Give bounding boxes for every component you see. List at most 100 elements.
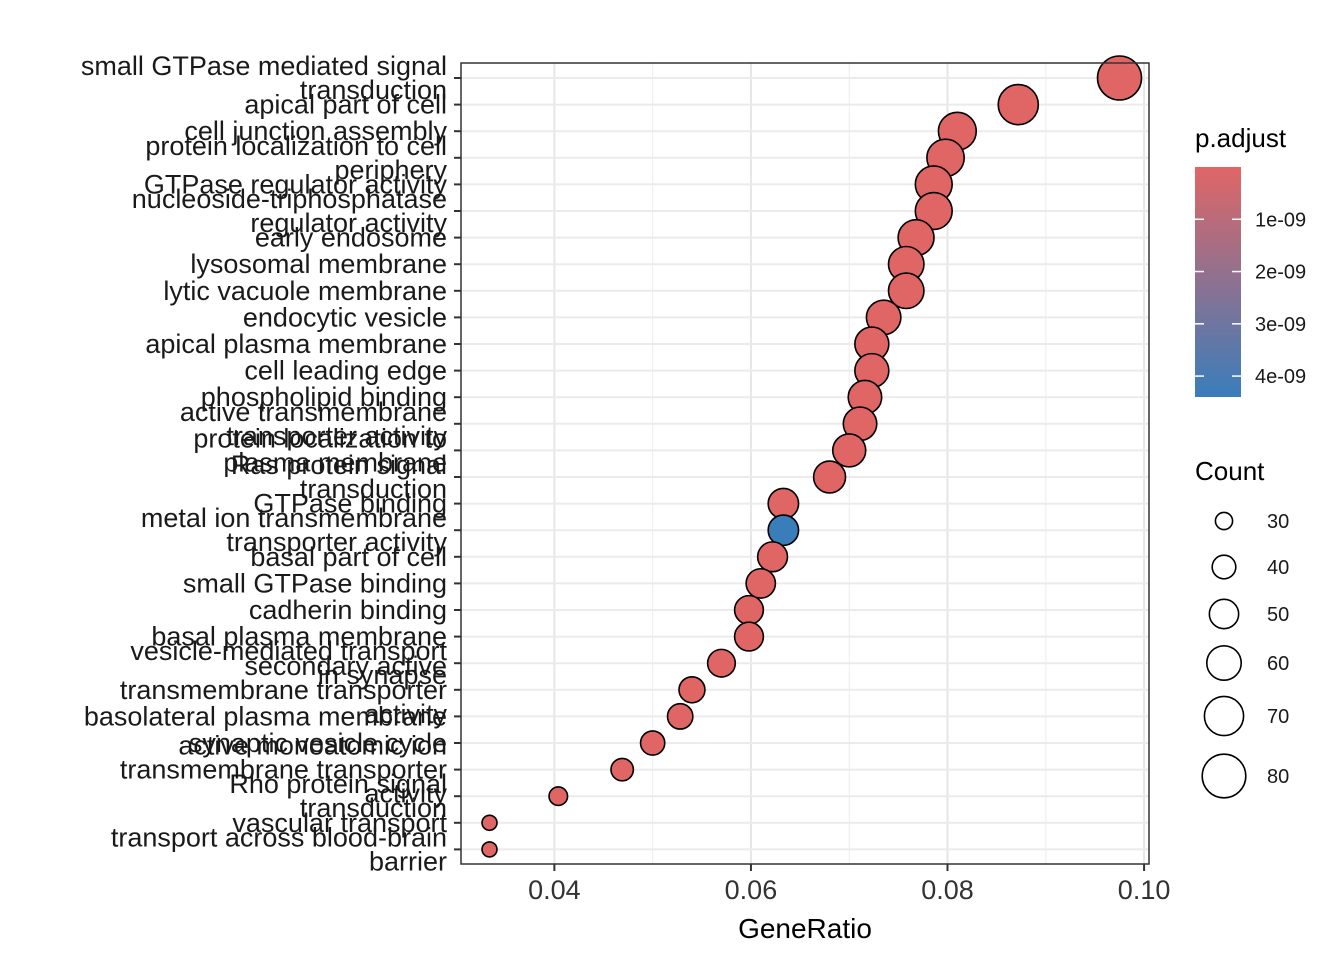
category-label-line: barrier [369,846,447,876]
size-legend-circle [1208,598,1240,630]
size-legend-label: 80 [1267,766,1289,788]
category-label: secondary active transmembrane transporte… [120,651,448,729]
category-label-line: Ras protein signal [231,450,447,480]
category-label-line: active transmembrane [180,397,447,427]
category-label: small GTPase mediated signal transduction [81,51,447,105]
category-label: basal plasma membrane [151,622,447,652]
data-point [767,514,800,547]
data-point [733,594,765,626]
category-label-line: active monoatomic ion [178,731,447,761]
y-axis: small GTPase mediated signal transduction… [81,51,461,876]
category-label-line: transport across blood-brain [111,822,447,852]
size-legend-circle [1203,695,1245,737]
category-label-line: apical part of cell [244,90,447,120]
category-label: lysosomal membrane [190,249,447,279]
size-legend-title: Count [1195,456,1265,486]
category-label-line: transduction [300,474,447,504]
category-label-line: regulator activity [250,208,447,238]
data-point [812,460,847,494]
data-point [914,191,953,231]
x-tick-label: 0.06 [725,875,778,905]
size-legend-label: 40 [1267,557,1289,579]
category-label: phospholipid binding [201,382,447,412]
category-label-line: protein localization to [193,423,447,453]
data-point [831,433,867,468]
data-point [548,786,569,807]
size-legend-circle [1201,753,1247,799]
category-label-line: Rho protein signal [229,769,447,799]
color-legend: p.adjust 1e-09 2e-09 3e-09 4e-09 [1195,123,1306,397]
data-point [481,814,498,832]
category-label-line: GTPase binding [253,489,447,519]
data-point [481,841,498,858]
category-label: vascular transport [232,808,447,838]
size-legend-label: 30 [1267,511,1289,533]
category-label-line: vascular transport [232,808,447,838]
category-label-line: metal ion transmembrane [141,503,447,533]
category-label-line: early endosome [255,223,447,253]
category-label-line: in synapse [318,660,447,690]
category-label: early endosome [255,223,447,253]
category-label: GTPase binding [253,489,447,519]
data-point [678,676,706,704]
x-axis-title: GeneRatio [738,913,872,944]
category-label-line: plasma membrane [223,447,447,477]
category-label: GTPase regulator activity [144,169,448,199]
category-label-line: transmembrane transporter [120,675,447,705]
category-label: apical plasma membrane [145,329,447,359]
data-point [997,83,1040,126]
size-legend-label: 50 [1267,604,1289,626]
data-point [1096,55,1143,101]
category-label-line: activity [364,699,447,729]
color-tick-label: 2e-09 [1255,262,1306,284]
size-legend-label: 60 [1267,653,1289,675]
category-label: apical part of cell [244,90,447,120]
panel-background [461,63,1149,864]
data-point [706,648,737,678]
category-label-line: small GTPase mediated signal [81,51,447,81]
category-label-line: periphery [334,155,447,185]
category-label-line: transduction [300,75,447,105]
category-label: metal ion transmembrane transporter activ… [141,503,448,557]
color-legend-title: p.adjust [1195,123,1287,153]
category-label: endocytic vesicle [243,302,447,332]
category-label: basal part of cell [250,542,447,572]
category-label: lytic vacuole membrane [163,276,447,306]
plot-panel [461,63,1149,864]
category-label-line: cell leading edge [244,356,447,386]
size-legend: Count 30 40 50 60 70 80 [1195,456,1289,799]
category-label-line: transmembrane transporter [120,755,447,785]
category-label: active monoatomic ion transmembrane trans… [120,731,448,809]
category-label-line: small GTPase binding [183,568,447,598]
category-label-line: transduction [300,793,447,823]
category-label-line: vesicle-mediated transport [130,636,447,666]
panel-frame [460,62,1150,865]
category-label-line: apical plasma membrane [145,329,447,359]
category-label: Rho protein signal transduction [229,769,447,823]
data-point [745,567,777,599]
size-legend-label: 70 [1267,706,1289,728]
category-label-line: phospholipid binding [201,382,447,412]
size-legend-circle [1205,644,1243,682]
color-tick-label: 1e-09 [1255,209,1306,231]
color-tick-label: 4e-09 [1255,366,1306,388]
category-label: vesicle-mediated transport in synapse [130,636,447,690]
category-label: Ras protein signal transduction [231,450,447,504]
category-label: cell leading edge [244,356,447,386]
category-label-line: lysosomal membrane [190,249,447,279]
data-point [610,757,635,782]
category-label: active transmembrane transporter activity [180,397,448,451]
category-label-line: cadherin binding [249,595,447,625]
x-tick-label: 0.08 [921,875,974,905]
panel-border [460,62,1150,865]
x-tick-label: 0.04 [528,875,581,905]
data-point [887,272,925,310]
category-label-line: GTPase regulator activity [144,169,448,199]
data-point [666,702,694,730]
color-bar [1195,167,1241,397]
category-label-line: transporter activity [226,527,447,557]
category-label-line: secondary active [244,651,447,681]
category-label-line: activity [364,779,447,809]
category-label: cadherin binding [249,595,447,625]
